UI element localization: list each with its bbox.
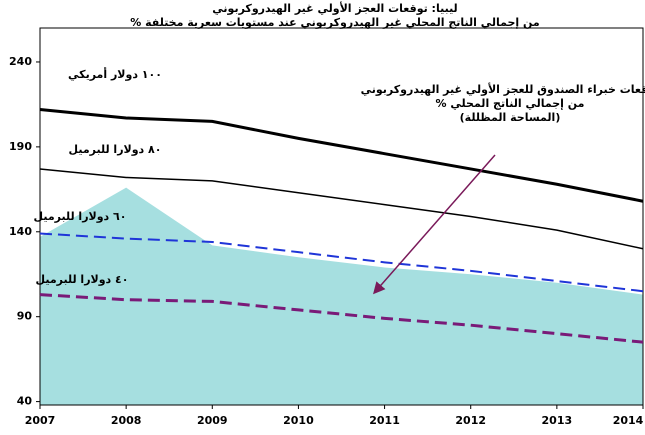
series-label: ٤٠ دولارا للبرميل <box>36 273 129 286</box>
series-line <box>39 293 644 344</box>
x-tick-label: 2011 <box>369 414 400 427</box>
chart-title: ليبيا: توقعات العجز الأولي غير الهيدروكر… <box>212 1 457 15</box>
series-label: ١٠٠ دولار أمريكي <box>68 67 162 81</box>
x-tick-label: 2013 <box>542 414 573 427</box>
x-tick-label: 2008 <box>111 414 142 427</box>
x-tick-label: 2012 <box>455 414 486 427</box>
x-tick-label: 2007 <box>25 414 56 427</box>
plot-frame <box>39 27 644 406</box>
y-tick-label: 140 <box>9 225 32 238</box>
series-label: ٦٠ دولارا للبرميل <box>34 210 127 223</box>
annotation-arrow <box>373 154 496 295</box>
area-label: % من إجمالي الناتج المحلي <box>436 97 585 110</box>
series-label: ٨٠ دولارا للبرميل <box>69 143 162 156</box>
y-tick-label: 40 <box>17 395 33 408</box>
x-tick-label: 2014 <box>613 414 644 427</box>
shaded-area <box>40 187 643 405</box>
chart-subtitle: % من إجمالي الناتج المحلي غير الهيدروكرب… <box>130 16 540 29</box>
y-tick-label: 190 <box>9 140 32 153</box>
series-line <box>39 232 644 293</box>
area-label: توقعات خبراء الصندوق للعجز الأولي غير ال… <box>361 82 645 96</box>
series-line <box>39 168 644 250</box>
area-label: (المساحة المظللة) <box>460 111 561 124</box>
x-tick-label: 2009 <box>197 414 228 427</box>
series-line <box>39 108 644 203</box>
y-tick-label: 240 <box>9 55 32 68</box>
x-tick-label: 2010 <box>283 414 314 427</box>
y-tick-label: 90 <box>17 310 33 323</box>
